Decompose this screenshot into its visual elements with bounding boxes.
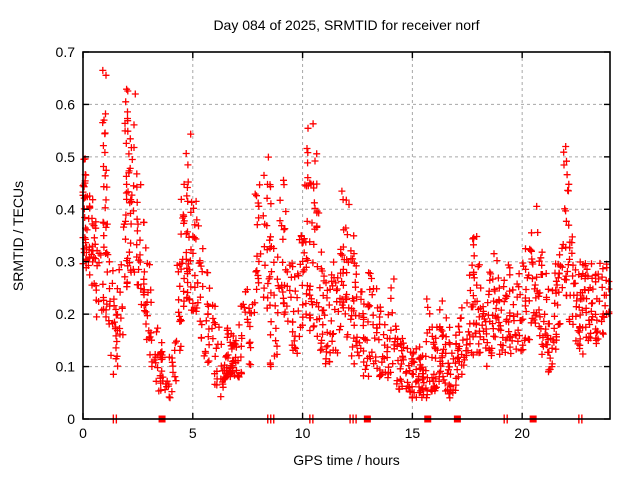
x-tick-label: 0 (79, 425, 87, 441)
y-tick-label: 0.1 (56, 359, 76, 375)
y-tick-label: 0.6 (56, 96, 76, 112)
x-tick-label: 5 (189, 425, 197, 441)
scatter-points (79, 66, 613, 402)
x-tick-label: 20 (514, 425, 530, 441)
y-tick-label: 0.3 (56, 254, 76, 270)
y-tick-label: 0.7 (56, 44, 76, 60)
y-tick-label: 0.4 (56, 201, 76, 217)
y-tick-label: 0.5 (56, 149, 76, 165)
x-axis-label: GPS time / hours (293, 452, 400, 468)
y-tick-label: 0 (67, 411, 75, 427)
x-tick-label: 10 (295, 425, 311, 441)
y-tick-label: 0.2 (56, 306, 76, 322)
plot-border (82, 51, 611, 420)
x-tick-label: 15 (405, 425, 421, 441)
chart-title: Day 084 of 2025, SRMTID for receiver nor… (213, 17, 480, 33)
